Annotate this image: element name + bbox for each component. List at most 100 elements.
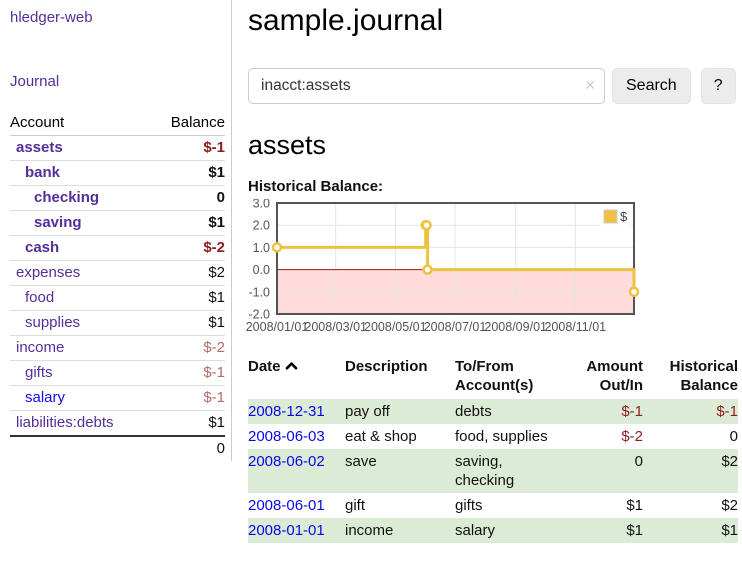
chart-x-tick-label: 2008/03/01 <box>304 320 367 334</box>
account-balance: $1 <box>151 210 225 236</box>
search-field-wrap: ✕ <box>248 68 605 104</box>
sidebar-account-link-assets[interactable]: assets <box>16 139 63 156</box>
account-balance: $1 <box>151 285 225 311</box>
register-amount: $1 <box>626 497 643 514</box>
account-row: saving $1 <box>10 210 225 236</box>
register-amount: $-1 <box>561 399 643 424</box>
chart-y-tick-label: 0.0 <box>253 263 270 277</box>
account-name-cell: food <box>10 285 152 311</box>
chart-y-tick-label: -1.0 <box>248 285 270 299</box>
sidebar: hledger-web Journal Account Balance asse… <box>0 0 232 461</box>
clear-search-icon[interactable]: ✕ <box>584 77 596 93</box>
sidebar-account-link-bank[interactable]: bank <box>25 164 61 181</box>
account-balance: $-2 <box>151 335 225 361</box>
register-header-date[interactable]: Date <box>248 355 345 399</box>
register-accounts: salary <box>455 518 561 543</box>
chart-y-tick-label: 2.0 <box>253 219 270 233</box>
register-balance: $1 <box>643 518 738 543</box>
account-name-cell: expenses <box>10 260 152 286</box>
sidebar-account-link-gifts[interactable]: gifts <box>25 364 53 381</box>
transaction-date-link[interactable]: 2008-12-31 <box>248 403 325 420</box>
sidebar-nav: Journal <box>10 73 224 90</box>
register-balance: 0 <box>729 428 738 445</box>
chart-data-marker <box>628 286 640 298</box>
transaction-date-link[interactable]: 2008-01-01 <box>248 522 325 539</box>
register-header-accounts: To/From Account(s) <box>455 358 534 394</box>
app-brand-link[interactable]: hledger-web <box>10 9 93 26</box>
register-row: 2008-01-01 income salary $1 $1 <box>248 518 738 543</box>
sidebar-account-link-expenses[interactable]: expenses <box>16 264 81 281</box>
account-balance: $-1 <box>151 385 225 411</box>
register-description: eat & shop <box>345 428 417 445</box>
register-row: 2008-06-02 save saving, checking 0 $2 <box>248 449 738 493</box>
register-accounts: saving, checking <box>455 449 561 493</box>
transaction-date-link[interactable]: 2008-06-03 <box>248 428 325 445</box>
chart-x-tick-label: 2008/01/01 <box>246 320 309 334</box>
register-header-balance: Historical Balance <box>669 358 738 394</box>
page-title: sample.journal <box>248 4 444 37</box>
chart-y-tick-label: 3.0 <box>253 199 270 211</box>
account-name-cell: supplies <box>10 310 152 336</box>
sidebar-account-link-salary[interactable]: salary <box>25 389 66 406</box>
sidebar-account-link-cash[interactable]: cash <box>25 239 60 256</box>
account-balance: 0 <box>151 185 225 211</box>
register-row: 2008-12-31 pay off debts $-1 $-1 <box>248 399 738 424</box>
sidebar-account-link-checking[interactable]: checking <box>34 189 100 206</box>
account-name-cell: bank <box>10 160 152 186</box>
accounts-header-balance: Balance <box>151 111 225 136</box>
account-name-cell: gifts <box>10 360 152 386</box>
register-header-amount: Amount Out/In <box>586 358 643 394</box>
register-date-cell: 2008-06-01 <box>248 493 345 518</box>
accounts-total-row: 0 <box>10 435 225 461</box>
account-heading: assets <box>248 130 327 160</box>
main-content: sample.journal ✕ Search ? assets Histori… <box>246 0 742 543</box>
register-tbody: 2008-12-31 pay off debts $-1 $-1 2008-06-03 ea… <box>248 399 738 543</box>
register-row: 2008-06-01 gift gifts $1 $2 <box>248 493 738 518</box>
register-amount: $-2 <box>621 428 643 445</box>
chart-data-marker <box>422 264 433 275</box>
account-row: cash $-2 <box>10 235 225 261</box>
sidebar-item-journal[interactable]: Journal <box>10 73 60 90</box>
register-header-row: Date Description To/From Account(s) Amou… <box>248 355 738 399</box>
register-balance: $2 <box>721 497 738 514</box>
transaction-date-link[interactable]: 2008-06-02 <box>248 453 325 470</box>
account-name-cell: cash <box>10 235 152 261</box>
register-balance: $2 <box>643 449 738 493</box>
account-balance: $-1 <box>151 360 225 386</box>
account-row: supplies $1 <box>10 310 225 336</box>
balance-chart-svg: $3.0 2.0 1.0 0.0 -1.0 -2.02008/01/012008/03/0… <box>246 197 640 334</box>
register-description: save <box>345 449 455 493</box>
help-button[interactable]: ? <box>700 68 736 104</box>
account-balance: $-2 <box>151 235 225 261</box>
chart-legend-swatch <box>603 209 618 224</box>
accounts-tbody: assets $-1 bank $1 checking 0 saving $1 cash $-2 e… <box>10 135 225 437</box>
account-balance: $2 <box>151 260 225 286</box>
register-header-date-label: Date <box>248 358 281 375</box>
chart-data-marker <box>421 219 432 231</box>
sidebar-account-link-saving[interactable]: saving <box>34 214 82 231</box>
account-row: food $1 <box>10 285 225 311</box>
register-description: pay off <box>345 399 455 424</box>
chart-y-tick-label: 1.0 <box>253 241 270 255</box>
search-button[interactable]: Search <box>612 68 691 104</box>
account-row: liabilities:debts $1 <box>10 410 225 437</box>
account-row: salary $-1 <box>10 385 225 411</box>
account-row: bank $1 <box>10 160 225 186</box>
sidebar-account-link-food[interactable]: food <box>25 289 55 306</box>
register-date-cell: 2008-12-31 <box>248 399 345 424</box>
register-amount: $1 <box>561 518 643 543</box>
register-accounts: gifts <box>455 497 483 514</box>
transaction-date-link[interactable]: 2008-06-01 <box>248 497 325 514</box>
register-accounts: food, supplies <box>455 428 548 445</box>
sidebar-account-link-income[interactable]: income <box>16 339 65 356</box>
chart-x-tick-label: 2008/07/01 <box>424 320 487 334</box>
account-row: checking 0 <box>10 185 225 211</box>
accounts-total-spacer <box>10 435 152 461</box>
chart-x-tick-label: 2008/05/01 <box>364 320 427 334</box>
sidebar-account-link-liabilities-debts[interactable]: liabilities:debts <box>16 414 114 431</box>
register-description: income <box>345 518 455 543</box>
search-input[interactable] <box>248 68 605 104</box>
account-name-cell: income <box>10 335 152 361</box>
sidebar-account-link-supplies[interactable]: supplies <box>25 314 81 331</box>
register-balance: $-1 <box>643 399 738 424</box>
